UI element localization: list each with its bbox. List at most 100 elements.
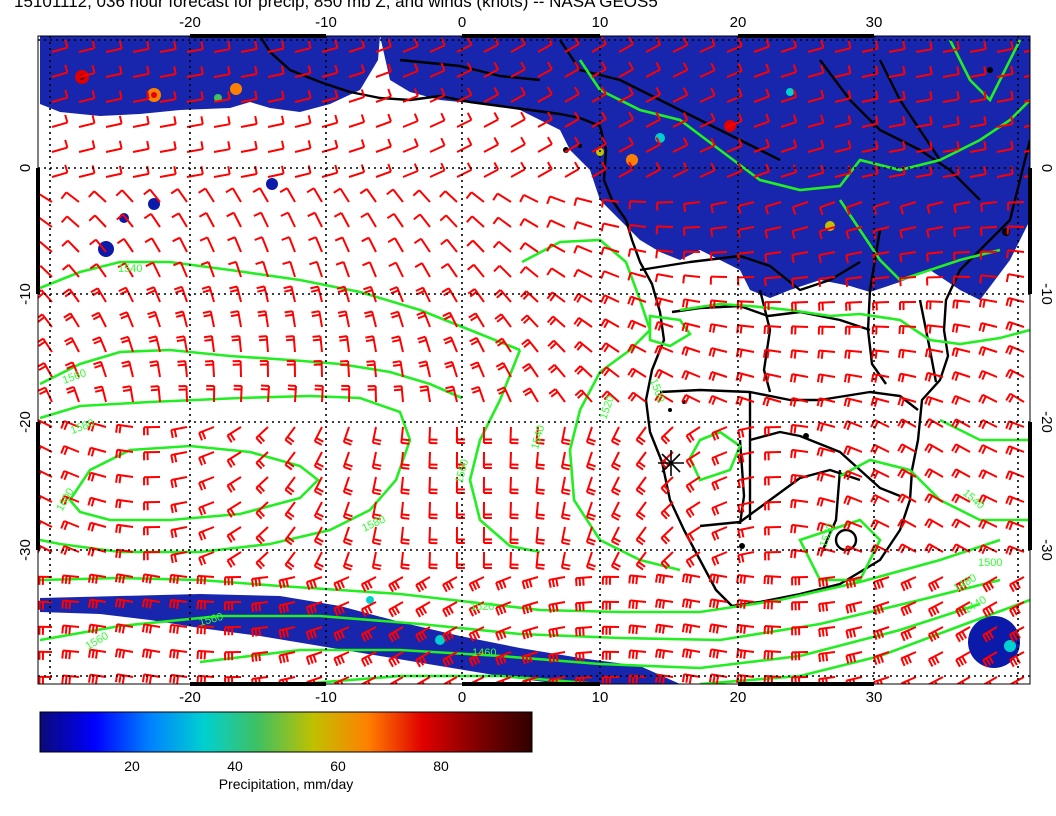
wind-barb-feather [520, 290, 528, 298]
wind-barb-feather [121, 339, 130, 344]
wind-barb [43, 362, 53, 378]
wind-barb-feather [315, 512, 324, 518]
wind-barb [51, 71, 68, 78]
wind-barb-feather [924, 443, 930, 452]
wind-barb-feather [790, 449, 794, 459]
wind-barb-feather [712, 300, 716, 309]
wind-barb-feather [394, 580, 400, 589]
wind-barb-feather [628, 136, 634, 145]
wind-barb-feather [64, 650, 68, 659]
wind-barb [955, 443, 971, 453]
wind-barb-feather [663, 484, 671, 493]
wind-barb [198, 551, 215, 559]
wind-barb [213, 73, 230, 78]
wind-barb-feather [200, 116, 204, 125]
wind-barb-feather [847, 374, 851, 383]
wind-barb [645, 143, 661, 153]
wind-barb-feather [333, 582, 339, 592]
wind-barb-feather [711, 557, 717, 566]
wind-barb [510, 68, 526, 78]
wind-barb-feather [115, 524, 119, 533]
wind-barb-feather [251, 603, 254, 612]
wind-barb [179, 261, 188, 278]
wind-barb [523, 218, 539, 228]
wind-barb [294, 72, 311, 78]
wind-barb [259, 187, 269, 203]
wind-barb-feather [255, 562, 263, 570]
wind-barb [284, 551, 296, 566]
wind-barb [549, 626, 566, 631]
wind-barb-feather [493, 264, 501, 273]
wind-barb [343, 286, 350, 303]
wind-barb-feather [466, 137, 473, 146]
wind-barb-feather [578, 652, 582, 661]
wind-barb-feather [278, 680, 282, 684]
wind-barb-feather [285, 338, 295, 342]
wind-barb [373, 360, 377, 378]
wind-barb-feather [421, 580, 428, 589]
wind-barb [699, 144, 716, 153]
wind-barb-feather [573, 269, 579, 278]
wind-barb-feather [900, 398, 905, 407]
wind-barb [873, 226, 890, 232]
wind-barb-feather [200, 261, 209, 266]
wind-barb [1008, 297, 1025, 303]
wind-barb [51, 121, 68, 128]
wind-barb-feather [978, 419, 984, 428]
wind-barb [710, 251, 728, 254]
wind-barb-feather [1009, 609, 1015, 618]
wind-barb [537, 68, 553, 78]
wind-barb-feather [715, 600, 720, 609]
wind-barb [132, 47, 149, 53]
wind-barb-feather [988, 680, 992, 684]
wind-barb-feather [281, 165, 285, 174]
wind-barb [603, 222, 620, 228]
wind-barb-feather [954, 348, 959, 357]
wind-barb [78, 147, 95, 153]
wind-barb-feather [763, 349, 767, 358]
wind-barb-feather [655, 37, 661, 45]
wind-barb-feather [286, 461, 295, 468]
wind-barb-feather [872, 656, 878, 666]
wind-barb [792, 251, 809, 256]
wind-barb [39, 265, 53, 278]
lat-tick-label: 0 [1038, 164, 1055, 172]
wind-barb-feather [421, 680, 425, 684]
wind-barb-feather [121, 575, 126, 584]
wind-barb-feather [338, 335, 348, 339]
wind-barb-feather [846, 522, 852, 531]
wind-barb [818, 276, 836, 280]
wind-barb-feather [145, 624, 149, 633]
wind-barb-feather [927, 583, 934, 592]
wind-barb [846, 445, 863, 453]
wind-barb-feather [149, 338, 158, 343]
wind-barb-feather [89, 263, 98, 270]
wind-barb-feather [122, 385, 131, 389]
wind-barb-feather [874, 350, 878, 359]
wind-barb-feather [955, 609, 961, 618]
wind-barb-feather [816, 497, 821, 506]
wind-barb-feather [115, 449, 119, 458]
wind-barb-feather [927, 658, 934, 667]
wind-barb [955, 468, 971, 478]
wind-barb [888, 48, 905, 53]
wind-barb [198, 526, 215, 534]
wind-barb [846, 251, 863, 257]
wind-barb-feather [682, 275, 686, 284]
wind-barb-feather [391, 314, 400, 319]
wind-barb-feather [141, 649, 146, 658]
wind-barb-feather [710, 204, 714, 214]
wind-barb-feather [251, 653, 254, 662]
wind-barb [339, 187, 350, 203]
wind-barb [834, 72, 851, 78]
wind-barb-feather [305, 631, 311, 641]
wind-barb-feather [170, 188, 179, 195]
wind-barb [144, 573, 161, 578]
wind-barb [791, 301, 809, 304]
wind-barb-feather [661, 600, 666, 609]
wind-barb-feather [870, 444, 876, 453]
wind-barb-feather [873, 398, 878, 407]
wind-barb [873, 396, 890, 403]
wind-barb-feather [954, 396, 960, 405]
wind-barb [39, 240, 53, 253]
